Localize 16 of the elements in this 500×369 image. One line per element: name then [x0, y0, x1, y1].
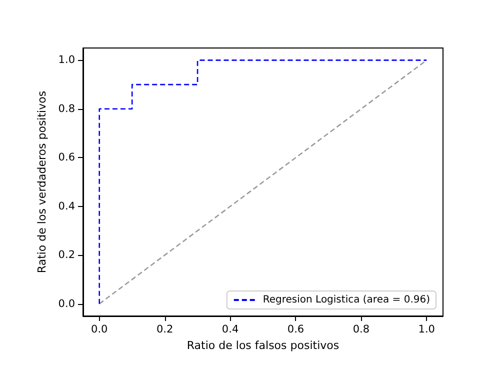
legend-label: Regresion Logistica (area = 0.96): [262, 294, 430, 306]
line-series: [98, 60, 428, 304]
y-tick-label: 0.4: [58, 200, 76, 212]
y-tick-label: 1.0: [58, 54, 75, 66]
y-tick-label: 0.2: [58, 249, 75, 262]
y-tick-label: 0.6: [58, 152, 76, 164]
y-tick-label: 0.8: [58, 102, 75, 115]
x-tick-label: 1.0: [418, 324, 435, 336]
x-tick-label: 0.6: [287, 324, 304, 336]
x-tick-label: 0.0: [91, 324, 108, 336]
y-axis-title: Ratio de los verdaderos positivos: [35, 90, 48, 274]
y-tick-label: 0.0: [58, 298, 75, 310]
x-tick-label: 0.2: [156, 324, 174, 336]
x-tick-label: 0.4: [222, 324, 239, 336]
x-tick-label: 0.8: [352, 324, 370, 336]
x-axis-title: Ratio de los falsos positivos: [186, 338, 340, 352]
